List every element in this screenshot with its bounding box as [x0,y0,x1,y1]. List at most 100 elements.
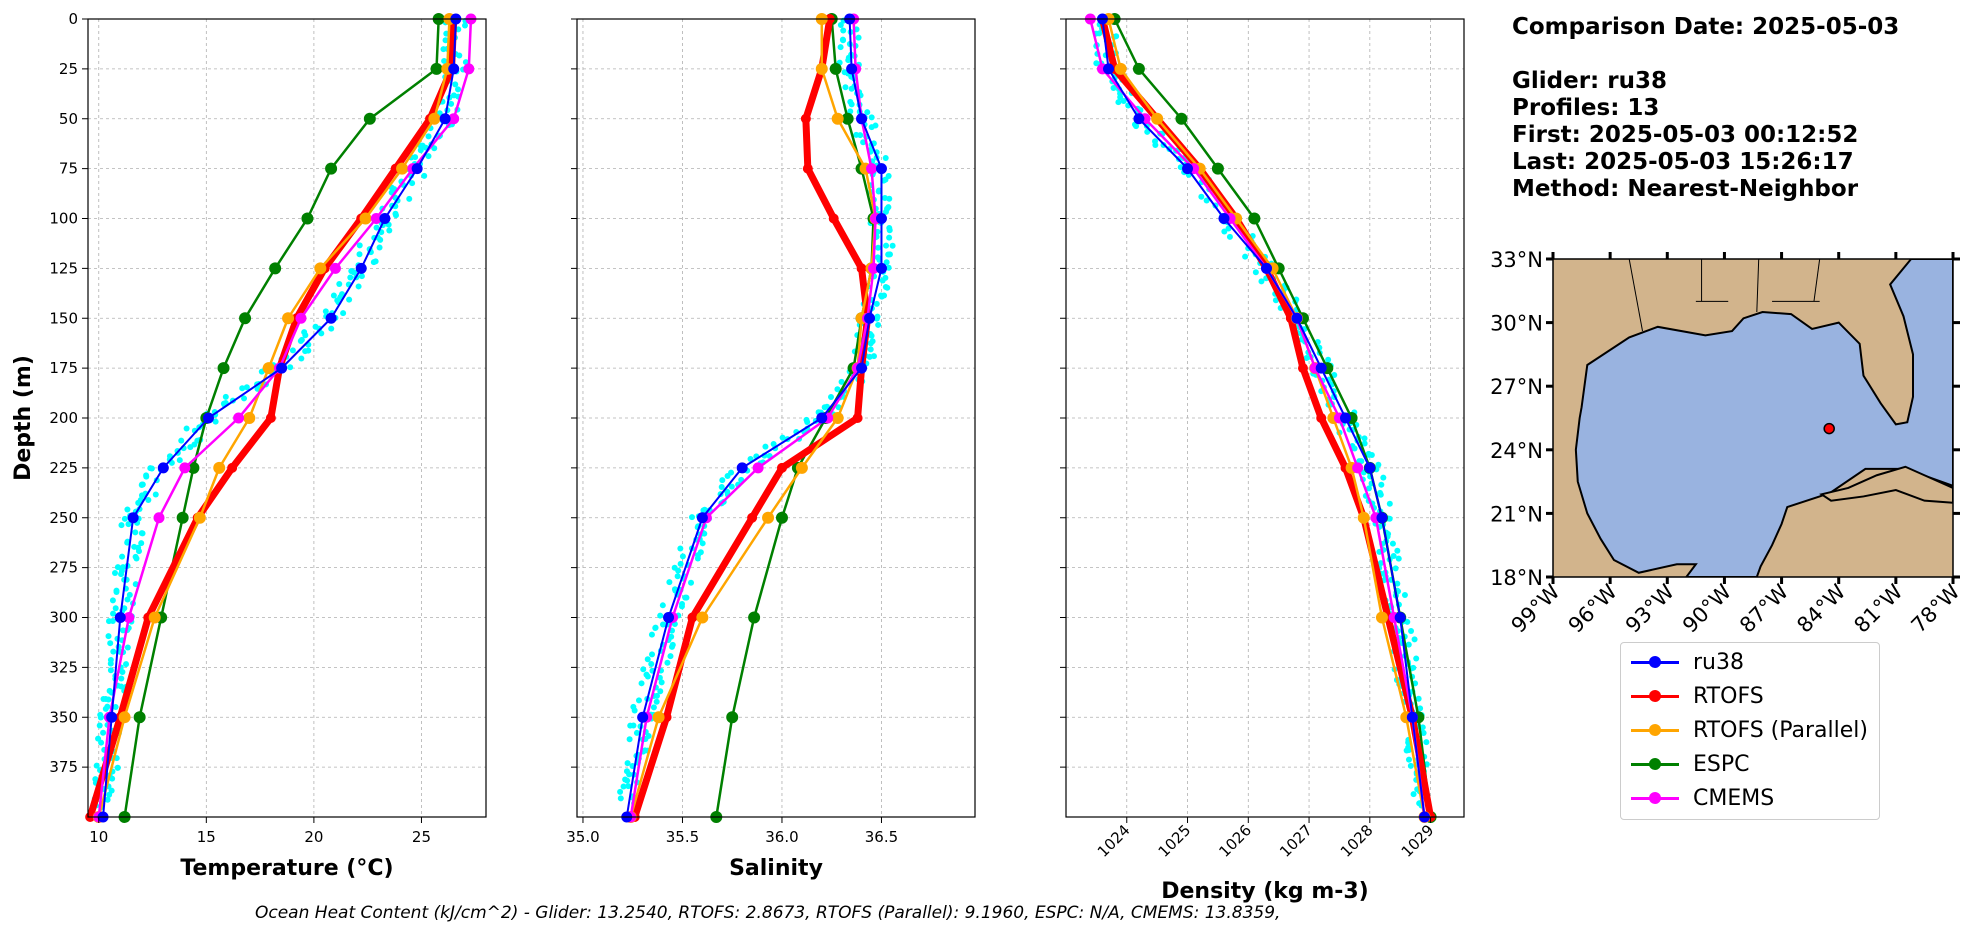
series-line [97,18,473,818]
series-point [176,511,189,524]
glider-scatter-point [318,330,325,337]
legend-item-rtofs: RTOFS [1629,679,1764,713]
legend-swatch [1629,754,1681,774]
first-time: First: 2025-05-03 00:12:52 [1512,122,1859,148]
glider-scatter-point [873,315,880,322]
glider-scatter-point [642,747,649,754]
glider-scatter-point [885,264,892,271]
glider-scatter-point [630,703,637,710]
series-point [114,612,126,623]
series-point [726,711,739,724]
series-line [86,18,458,819]
glider-scatter-point [298,355,305,362]
series-point [1151,112,1164,125]
glider-scatter-point [328,325,335,332]
glider-scatter-point [431,145,438,152]
glider-scatter-point [1386,515,1393,522]
series-point [1248,212,1261,225]
glider-scatter-point [100,696,107,703]
glider-scatter-point [356,242,363,249]
glider-scatter-point [124,644,131,651]
series-point [831,112,844,125]
glider-scatter-point [107,640,114,647]
lat-tick-label: 33°N [1490,248,1543,272]
glider-scatter-point [106,618,113,625]
series-point [157,462,169,474]
glider-scatter-point [109,597,116,604]
glider-scatter-point [624,760,631,767]
glider-scatter-point [728,483,735,490]
series-point [831,412,844,424]
series-point [663,612,675,623]
series-point [282,312,295,325]
glider-scatter-point [1380,474,1387,481]
glider-scatter-point [620,783,627,790]
series-point [1133,113,1145,125]
series-point [295,312,307,324]
y-tick-label: 175 [49,359,78,377]
glider-scatter-point [1410,791,1417,798]
glider-scatter-point [648,631,655,638]
glider-scatter-point [1417,705,1424,712]
glider-scatter-point [126,591,133,598]
series-point [762,511,775,524]
glider-scatter-point [441,57,448,64]
glider-profile-scatter [90,17,469,811]
series-point [329,262,341,274]
lat-tick-label: 18°N [1490,566,1543,590]
glider-scatter-point [107,656,114,663]
glider-scatter-point [866,353,873,360]
glider-scatter-point [821,404,828,411]
x-axis-label: Density (kg m-3) [1161,879,1369,904]
lat-tick-label: 27°N [1490,375,1543,399]
glider-scatter-point [452,81,459,88]
series-point [1114,62,1127,75]
glider-scatter-point [322,308,329,315]
lon-tick-label: 81°W [1849,579,1907,637]
glider-scatter-point [1392,565,1399,572]
x-tick-label: 1029 [1398,821,1438,861]
glider-scatter-point [840,27,847,34]
glider-scatter-point [677,560,684,567]
glider-scatter-point [239,385,246,392]
glider-scatter-point [884,284,891,291]
glider-scatter-point [1351,445,1358,452]
glider-scatter-point [868,114,875,121]
y-tick-label: 275 [49,559,78,577]
glider-scatter-point [700,507,707,514]
series-point [752,462,764,474]
legend-swatch [1629,652,1681,672]
legend-label: RTOFS [1693,683,1764,709]
glider-scatter-point [848,85,855,92]
glider-scatter-point [386,227,393,234]
state-border [1813,259,1821,302]
glider-scatter-point [659,621,666,628]
inset-map: 33°N30°N27°N24°N21°N18°N99°W 96°W 93°W 90°W… [1490,248,1965,638]
glider-scatter-point [842,84,849,91]
glider-scatter-point [132,553,139,560]
y-tick-label: 100 [49,210,78,228]
glider-scatter-point [298,336,305,343]
legend-swatch [1629,788,1681,808]
series-line [1089,18,1426,818]
glider-scatter-point [1361,440,1368,447]
glider-scatter-point [105,633,112,640]
glider-scatter-point [883,242,890,249]
lon-tick-label: 96°W [1564,579,1622,637]
series-point [217,362,230,375]
glider-scatter-point [152,491,159,498]
glider-scatter-point [873,300,880,307]
glider-scatter-point [626,736,633,743]
legend-item-espc: ESPC [1629,747,1750,781]
glider-scatter-point [356,251,363,258]
series-point [133,711,146,724]
glider-scatter-point [679,553,686,560]
glider-scatter-point [450,92,457,99]
glider-scatter-point [114,564,121,571]
glider-scatter-point [93,762,100,769]
series-point [370,213,382,224]
series-point [661,712,672,723]
glider-scatter-point [1152,138,1159,145]
glider-scatter-point [336,281,343,288]
series-point [187,461,200,474]
